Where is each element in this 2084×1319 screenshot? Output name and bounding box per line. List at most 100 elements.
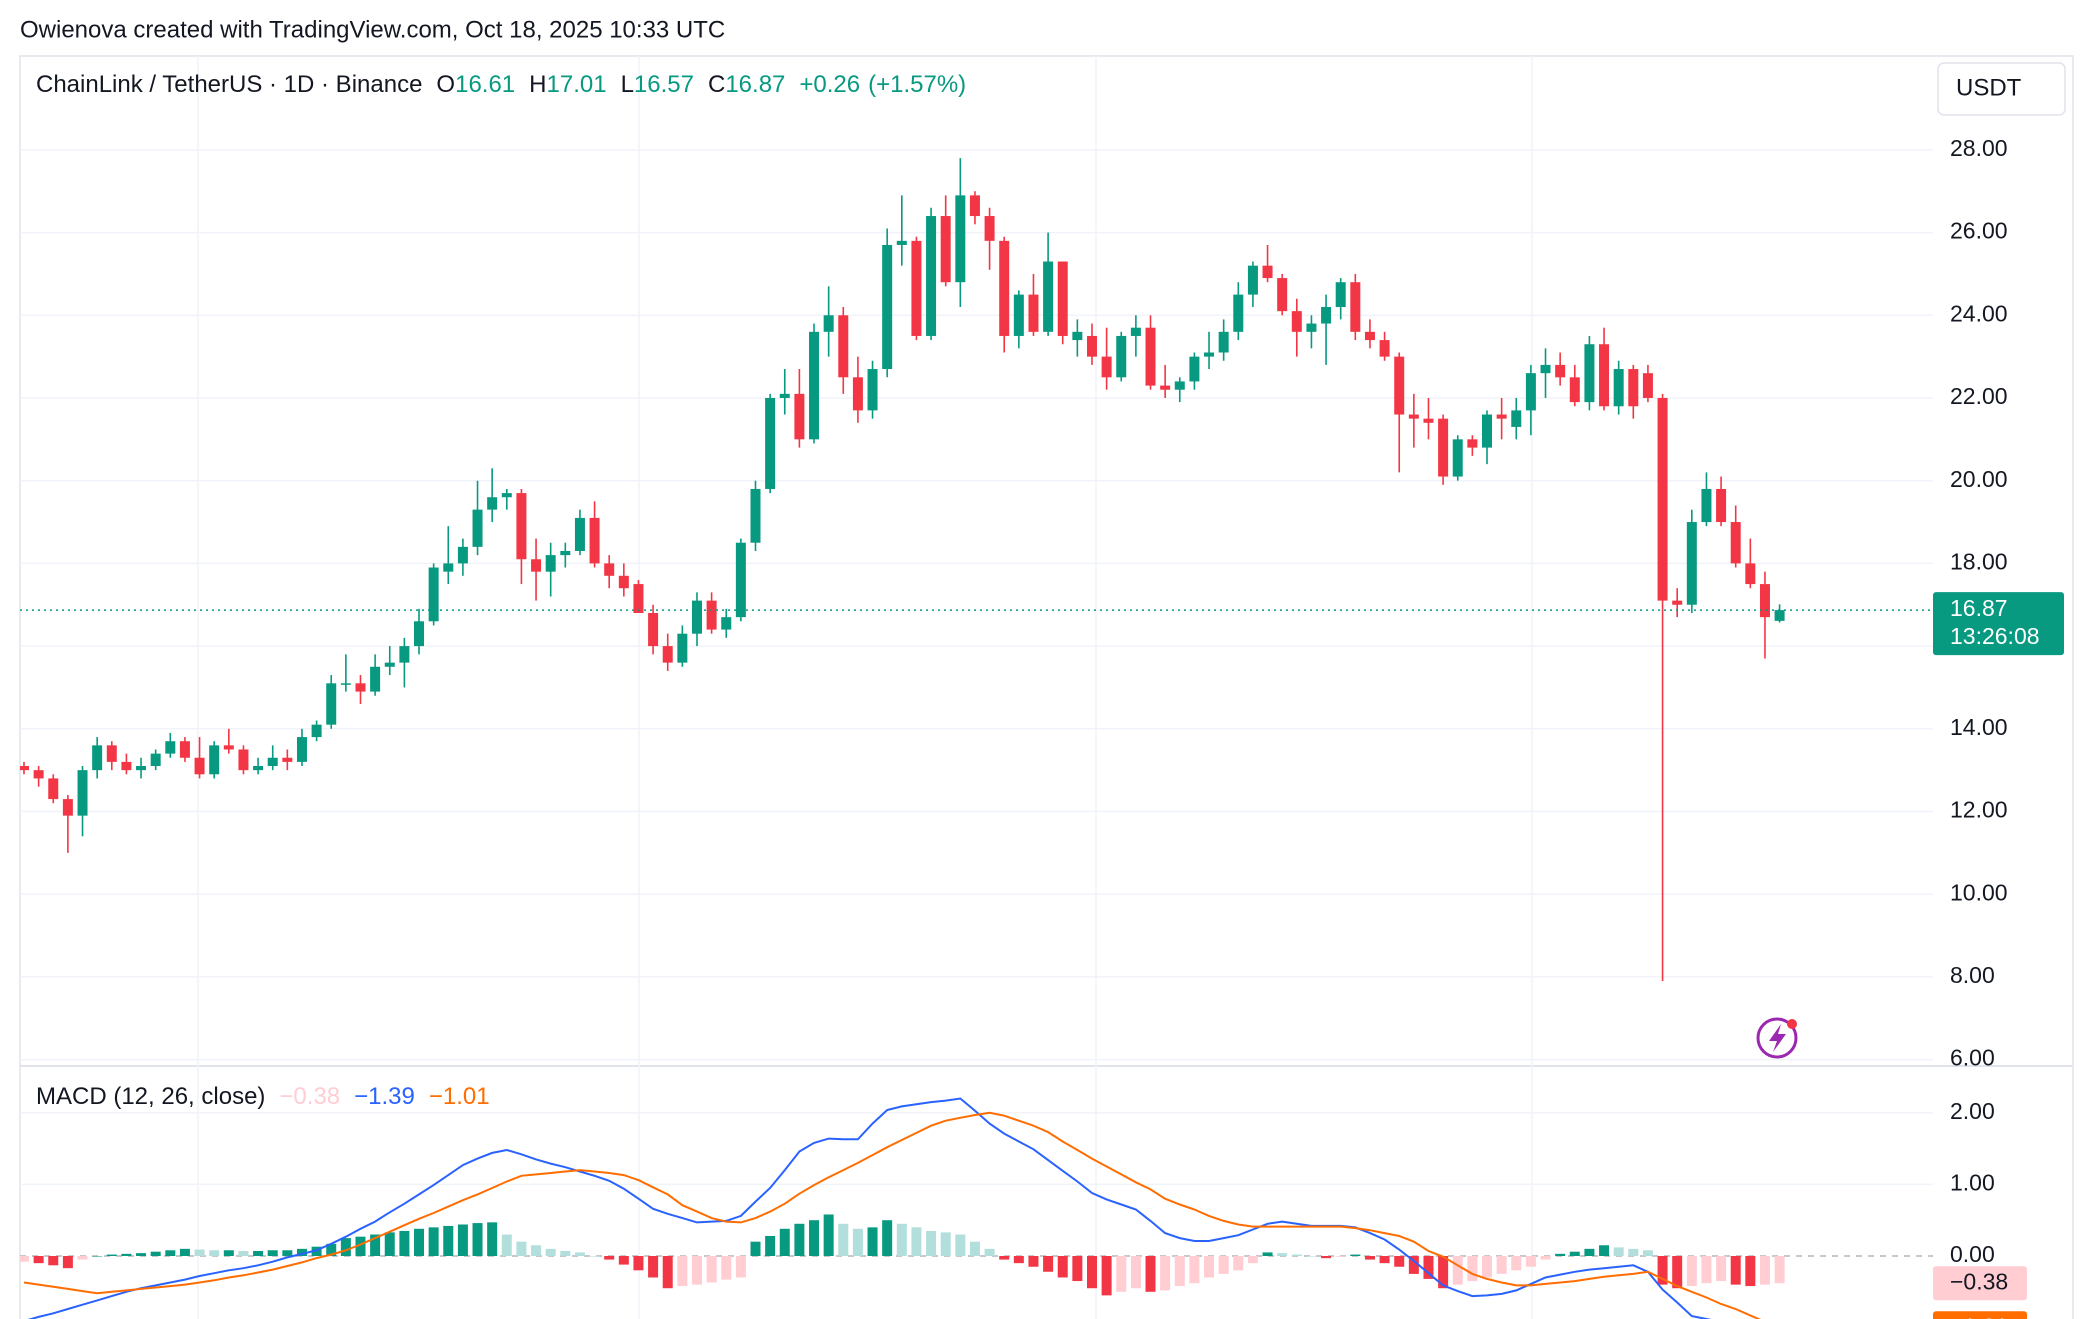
histogram-bar [969, 1241, 980, 1256]
histogram-bar [296, 1248, 307, 1256]
attribution: Owienova created with TradingView.com, O… [20, 16, 725, 43]
currency[interactable]: USDT [1956, 74, 2022, 101]
histogram-bar [1496, 1256, 1507, 1274]
histogram-bar [1218, 1256, 1229, 1274]
candle-body [1555, 364, 1566, 378]
price-tag [1933, 592, 2064, 656]
histogram-bar [926, 1230, 937, 1256]
candle-body [662, 646, 673, 663]
candle-body [384, 662, 395, 667]
histogram-bar [267, 1250, 278, 1256]
histogram-bar [1306, 1256, 1317, 1257]
candle-body [604, 563, 615, 576]
candle-body [1174, 381, 1185, 390]
y-tick-label: 8.00 [1950, 962, 1995, 988]
candle-body [1321, 307, 1332, 324]
histogram-bar [1028, 1256, 1039, 1267]
histogram-bar [882, 1220, 893, 1256]
histogram-bar [355, 1236, 366, 1256]
candle-body [1247, 265, 1258, 295]
candle-body [779, 393, 790, 398]
histogram-bar [1423, 1256, 1434, 1279]
lightning-icon[interactable] [1756, 1017, 1798, 1059]
candle-body [1759, 584, 1770, 618]
candle-body [472, 509, 483, 547]
candle-body [1584, 344, 1595, 403]
candle-body [1540, 364, 1551, 374]
histogram-bar [1730, 1256, 1741, 1285]
ohlc-value: 16.61 [455, 71, 515, 98]
value-tag [1933, 1266, 2027, 1301]
histogram-bar [165, 1250, 176, 1256]
y-tick-label: 18.00 [1950, 548, 2008, 574]
candle-body [1043, 261, 1054, 332]
ohlc-value: 17.01 [547, 71, 607, 98]
vertical-grid [197, 56, 1533, 1319]
y-tick-label: 2.00 [1950, 1098, 1995, 1124]
histogram-bar [443, 1225, 454, 1256]
histogram-bar [1672, 1256, 1683, 1289]
candle-body [648, 613, 659, 647]
histogram-bar [765, 1235, 776, 1256]
histogram-bar [794, 1223, 805, 1256]
histogram-bar [1569, 1251, 1580, 1256]
histogram-bar [1701, 1256, 1712, 1284]
candle-body [223, 745, 234, 750]
candle-body [574, 517, 585, 551]
ohlc-key: C [708, 71, 725, 98]
histogram-bar [1247, 1256, 1258, 1264]
candle-body [926, 216, 937, 336]
histogram-bar [940, 1232, 951, 1256]
histogram-bar [706, 1256, 717, 1283]
y-tick-label: 22.00 [1950, 383, 2008, 409]
candle-body [1335, 282, 1346, 308]
histogram-bar [1657, 1256, 1668, 1285]
candle-body [1145, 327, 1156, 386]
histogram-bar [545, 1248, 556, 1256]
candle-body [355, 683, 366, 692]
histogram-bar [677, 1256, 688, 1287]
histogram-bar [1291, 1254, 1302, 1256]
candle-body [1686, 522, 1697, 605]
histogram-bar [150, 1251, 161, 1256]
candle-body [150, 753, 161, 767]
histogram-bar [1759, 1256, 1770, 1285]
histogram-bar [414, 1228, 425, 1256]
candle-body [691, 600, 702, 634]
candle-body [1379, 340, 1390, 357]
ohlc-key: L [621, 71, 634, 98]
histogram-bar [838, 1223, 849, 1256]
price-legend: ChainLink / TetherUS · 1D · Binance O16.6… [36, 71, 966, 98]
histogram-bar [1438, 1256, 1449, 1289]
candle-body [1452, 439, 1463, 477]
histogram-bar [20, 1256, 29, 1262]
candle-body [209, 745, 220, 775]
histogram-bar [1262, 1252, 1273, 1256]
histogram-bar [1277, 1253, 1288, 1256]
candle-body [1482, 414, 1492, 448]
histogram-bar [1540, 1256, 1551, 1260]
candle-body [516, 493, 527, 560]
histogram-bar [1686, 1256, 1697, 1287]
histogram-bar [648, 1256, 659, 1278]
currency-box[interactable] [1937, 62, 2066, 116]
change-pct: (+1.57%) [868, 71, 966, 98]
histogram-bar [1599, 1245, 1610, 1256]
histogram-bar [999, 1256, 1010, 1260]
y-tick-label: 10.00 [1950, 879, 2008, 905]
macd-line [27, 1097, 1712, 1319]
histogram-bar [1174, 1256, 1185, 1287]
candle-body [677, 633, 688, 663]
candle-body [1086, 335, 1097, 357]
candle-body [1277, 278, 1288, 312]
candle-body [1028, 294, 1039, 332]
candle-body [121, 761, 132, 771]
macd-title: MACD (12, 26, close) [36, 1083, 265, 1110]
y-tick-label: 1.00 [1950, 1169, 1995, 1195]
ohlc-value: 16.57 [634, 71, 694, 98]
histogram-bar [984, 1248, 995, 1256]
histogram-bar [691, 1256, 702, 1285]
histogram-bar [194, 1249, 205, 1256]
legend-value: −1.39 [354, 1083, 415, 1110]
histogram-bar [809, 1220, 820, 1256]
